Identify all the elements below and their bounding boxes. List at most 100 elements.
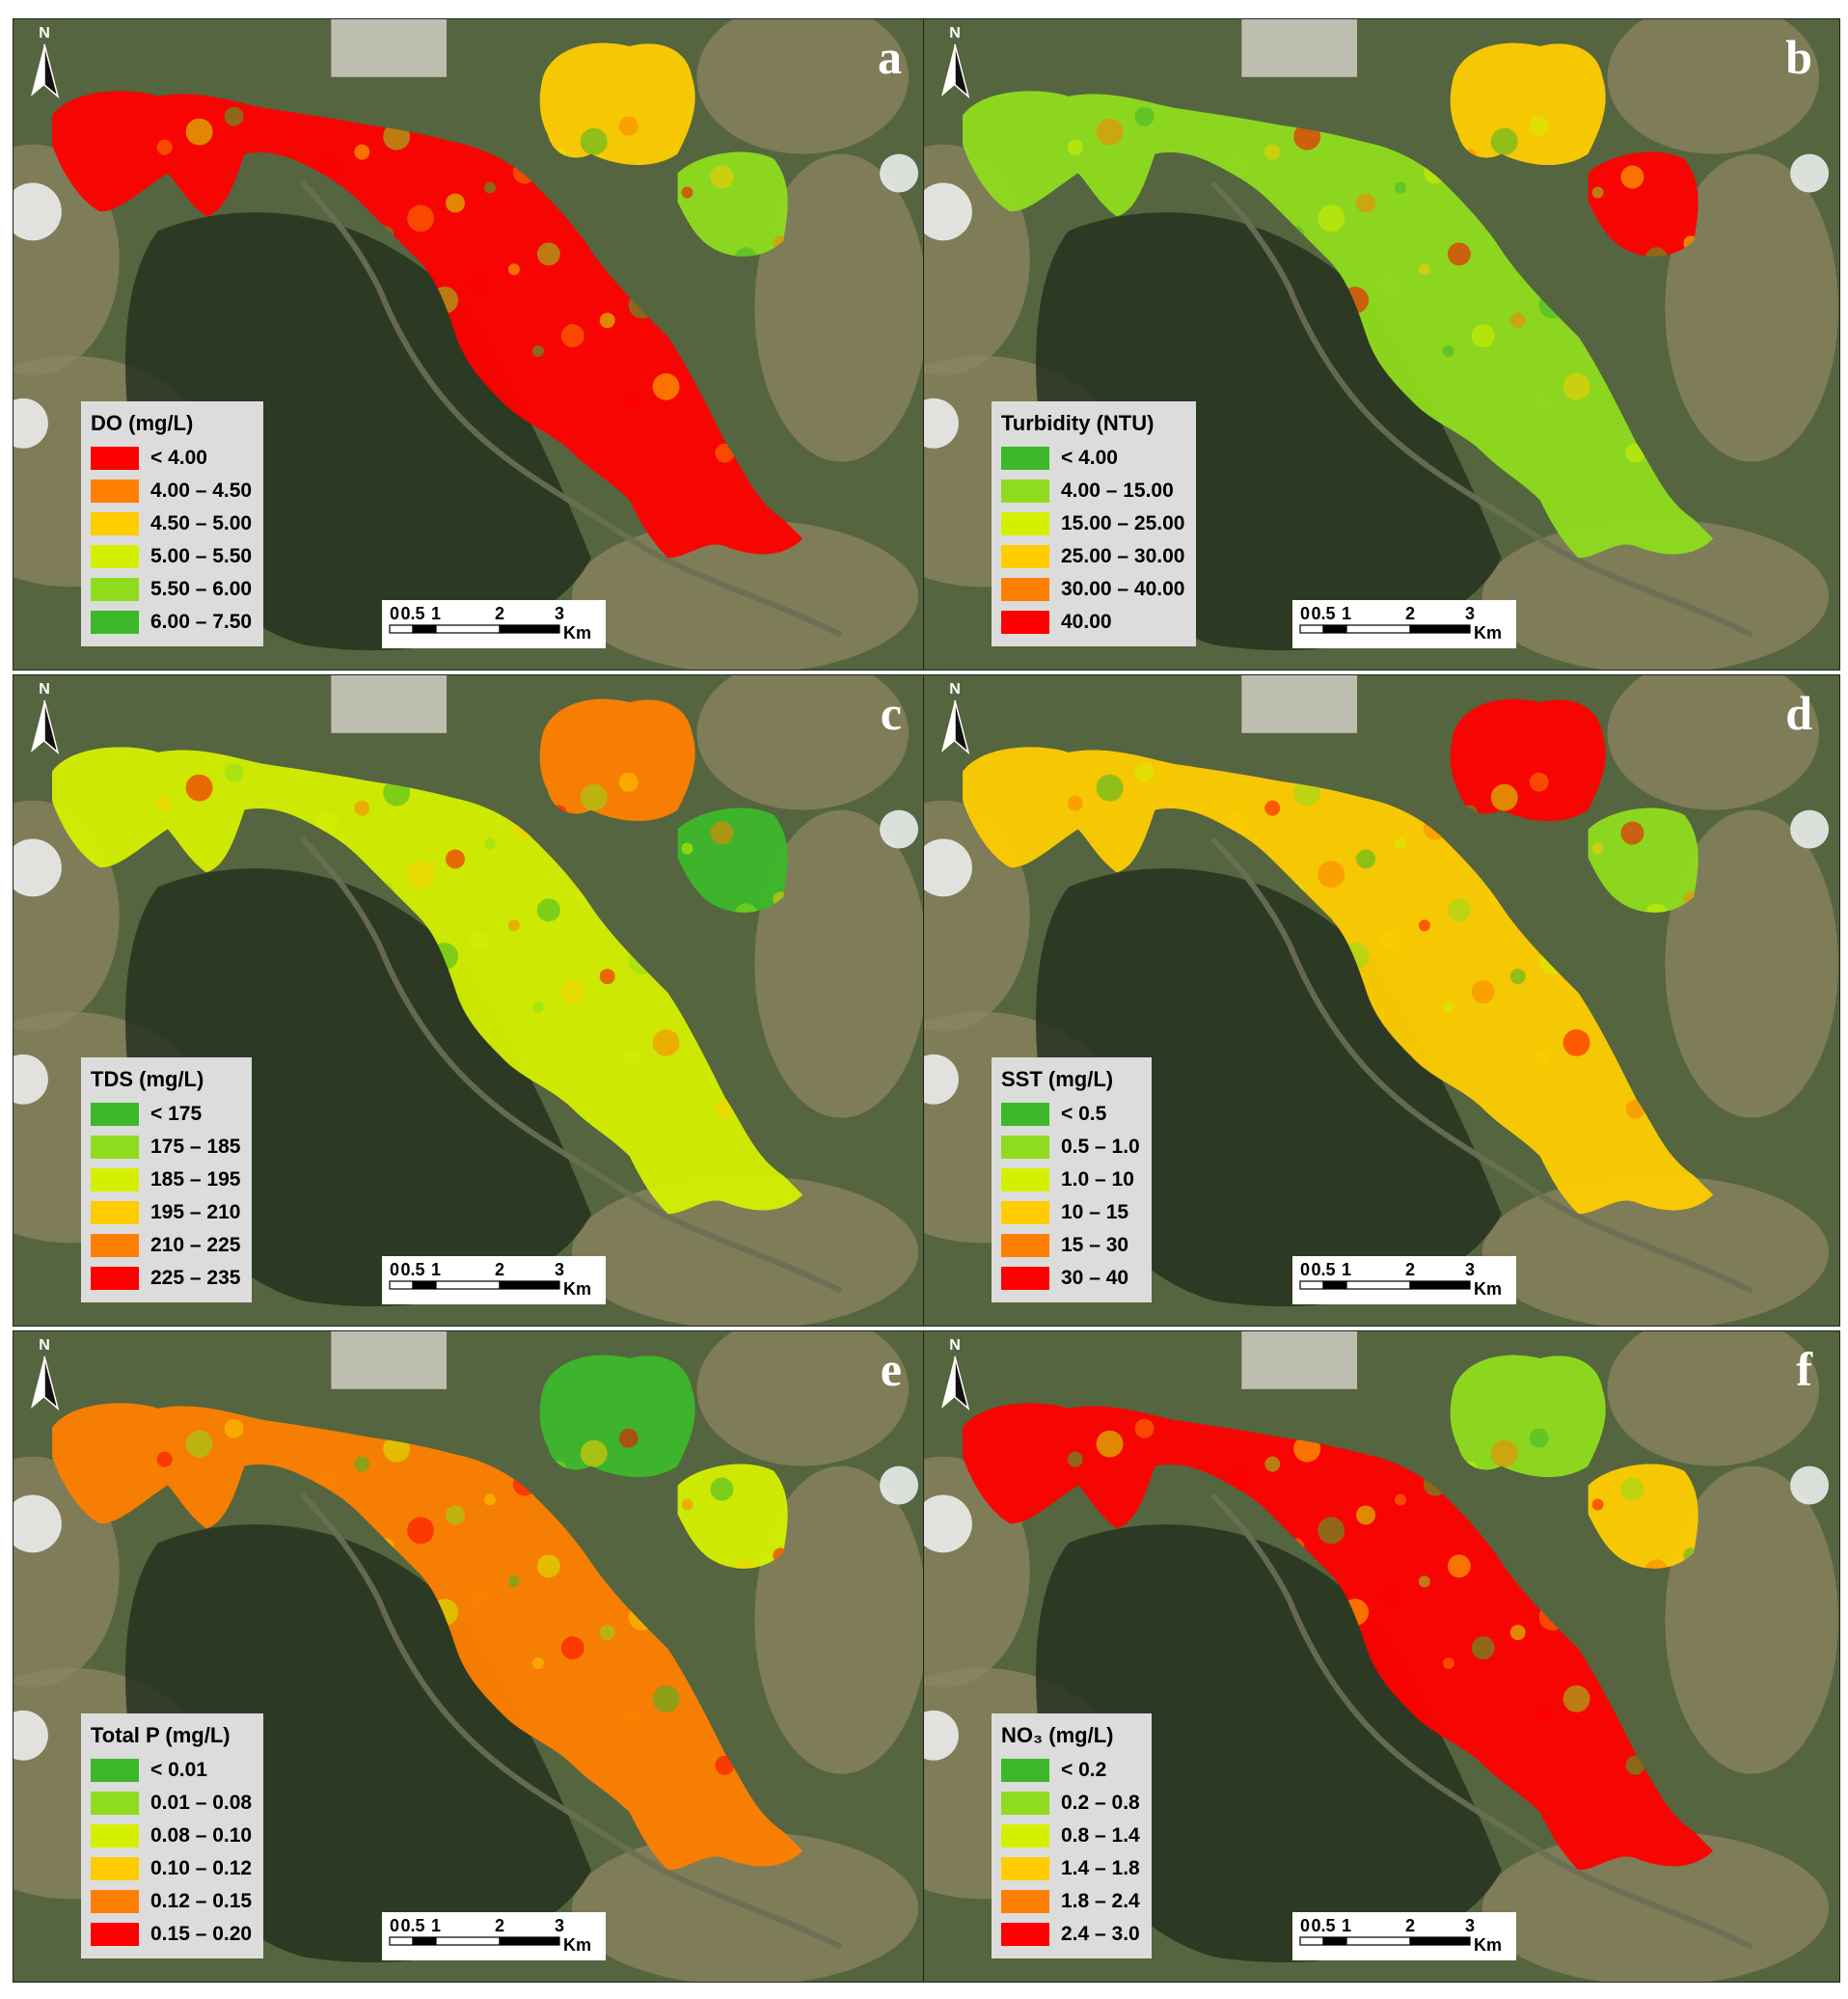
legend: NO₃ (mg/L) < 0.2 0.2 – 0.8 0.8 – 1.4 1.4 – 1…: [992, 1713, 1152, 1958]
legend-swatch: [91, 1923, 139, 1946]
scale-segment: [499, 1936, 560, 1946]
scale-unit-label: Km: [1474, 1279, 1502, 1299]
scale-bar: 0 0.5 1 2 3 Km: [1292, 1912, 1516, 1960]
scale-tick-label: 0: [1300, 1260, 1310, 1279]
legend-row: 210 – 225: [91, 1229, 240, 1262]
panel-letter: a: [878, 30, 902, 84]
scale-segment: [1345, 1280, 1411, 1290]
scale-segment: [1322, 1280, 1347, 1290]
scale-tick-label: 3: [1465, 604, 1475, 623]
legend-swatch: [1001, 578, 1049, 601]
legend-swatch: [91, 512, 139, 535]
legend-row: < 0.5: [1001, 1098, 1140, 1131]
legend-row: 0.5 – 1.0: [1001, 1131, 1140, 1164]
north-label: N: [39, 1337, 50, 1354]
legend-swatch: [1001, 1136, 1049, 1159]
scale-tick-label: 0: [1300, 604, 1310, 623]
legend-swatch: [1001, 1792, 1049, 1815]
legend-label: 0.08 – 0.10: [150, 1824, 253, 1847]
legend-label: 0.2 – 0.8: [1061, 1792, 1140, 1814]
scale-tick-label: 0: [390, 1916, 399, 1935]
legend-row: 185 – 195: [91, 1164, 240, 1196]
legend-swatch: [1001, 1890, 1049, 1913]
satellite-basemap: [924, 19, 1839, 670]
scale-segment: [1299, 1280, 1324, 1290]
legend-label: 0.8 – 1.4: [1061, 1824, 1140, 1847]
legend-swatch: [91, 1168, 139, 1191]
legend-row: 2.4 – 3.0: [1001, 1918, 1140, 1951]
scale-segment: [412, 1936, 437, 1946]
north-label: N: [949, 1337, 961, 1354]
legend-swatch: [1001, 512, 1049, 535]
legend-title: Total P (mg/L): [91, 1723, 231, 1747]
scale-segment: [389, 624, 414, 634]
legend-row: < 175: [91, 1098, 240, 1131]
scale-tick-label: 0: [390, 1260, 399, 1279]
legend-row: < 4.00: [1001, 442, 1184, 475]
scale-tick-label: 3: [555, 1260, 564, 1279]
scale-segment: [1299, 1936, 1324, 1946]
legend-swatch: [1001, 611, 1049, 634]
scale-tick-label: 1: [431, 1260, 441, 1279]
legend-row: 4.00 – 4.50: [91, 475, 252, 507]
legend: Total P (mg/L) < 0.01 0.01 – 0.08 0.08 – 0.…: [81, 1713, 264, 1958]
panel-letter: e: [880, 1342, 902, 1396]
scale-segment: [1345, 624, 1411, 634]
scale-tick-label: 2: [495, 604, 504, 623]
legend-swatch: [91, 1792, 139, 1815]
legend-row: 30 – 40: [1001, 1262, 1140, 1295]
legend-row: 6.00 – 7.50: [91, 606, 252, 639]
legend: TDS (mg/L) < 175 175 – 185 185 – 195 195 – 2…: [81, 1057, 253, 1302]
legend-row: 5.50 – 6.00: [91, 573, 252, 606]
legend-swatch: [1001, 1923, 1049, 1946]
scale-tick-label: 3: [555, 1916, 564, 1935]
north-arrow-icon: N: [938, 681, 972, 758]
legend-row: 4.50 – 5.00: [91, 507, 252, 540]
scale-tick-label: 0.5: [1311, 1260, 1335, 1279]
legend-title: SST (mg/L): [1001, 1067, 1114, 1091]
scale-segment: [435, 1280, 501, 1290]
legend-row: 15.00 – 25.00: [1001, 507, 1184, 540]
scale-tick-label: 1: [1342, 1260, 1351, 1279]
scale-unit-label: Km: [563, 1935, 591, 1955]
legend-label: 210 – 225: [150, 1234, 241, 1256]
north-label: N: [949, 25, 961, 41]
legend-swatch: [1001, 1759, 1049, 1782]
scale-tick-label: 0.5: [1311, 1916, 1335, 1935]
legend-swatch: [91, 1890, 139, 1913]
scale-segment: [412, 1280, 437, 1290]
legend: DO (mg/L) < 4.00 4.00 – 4.50 4.50 – 5.00 5.0…: [81, 401, 264, 646]
scale-tick-label: 2: [495, 1916, 504, 1935]
legend-row: 0.01 – 0.08: [91, 1787, 252, 1820]
scale-segment: [412, 624, 437, 634]
legend-row: 40.00: [1001, 606, 1184, 639]
legend-label: 15.00 – 25.00: [1061, 512, 1185, 534]
legend-label: 40.00: [1061, 611, 1112, 633]
scale-bar: 0 0.5 1 2 3 Km: [382, 1256, 606, 1304]
legend-label: < 0.5: [1061, 1103, 1107, 1125]
legend-swatch: [91, 447, 139, 470]
scale-tick-label: 3: [1465, 1260, 1475, 1279]
legend-row: 5.00 – 5.50: [91, 540, 252, 573]
legend-swatch: [91, 611, 139, 634]
legend-label: 0.01 – 0.08: [150, 1792, 253, 1814]
legend-title: NO₃ (mg/L): [1001, 1723, 1114, 1747]
legend-title: Turbidity (NTU): [1001, 411, 1155, 435]
satellite-basemap: [924, 1331, 1839, 1982]
legend-swatch: [1001, 1168, 1049, 1191]
legend-swatch: [1001, 447, 1049, 470]
scale-segment: [499, 624, 560, 634]
legend-label: 5.50 – 6.00: [150, 578, 253, 600]
scale-tick-label: 1: [431, 1916, 441, 1935]
legend-label: 175 – 185: [150, 1136, 241, 1158]
legend-swatch: [1001, 479, 1049, 503]
scale-unit-label: Km: [1474, 1935, 1502, 1955]
legend-label: 5.00 – 5.50: [150, 545, 253, 567]
north-arrow-icon: N: [27, 25, 62, 102]
scale-segment: [1409, 1936, 1471, 1946]
legend-swatch: [91, 545, 139, 568]
